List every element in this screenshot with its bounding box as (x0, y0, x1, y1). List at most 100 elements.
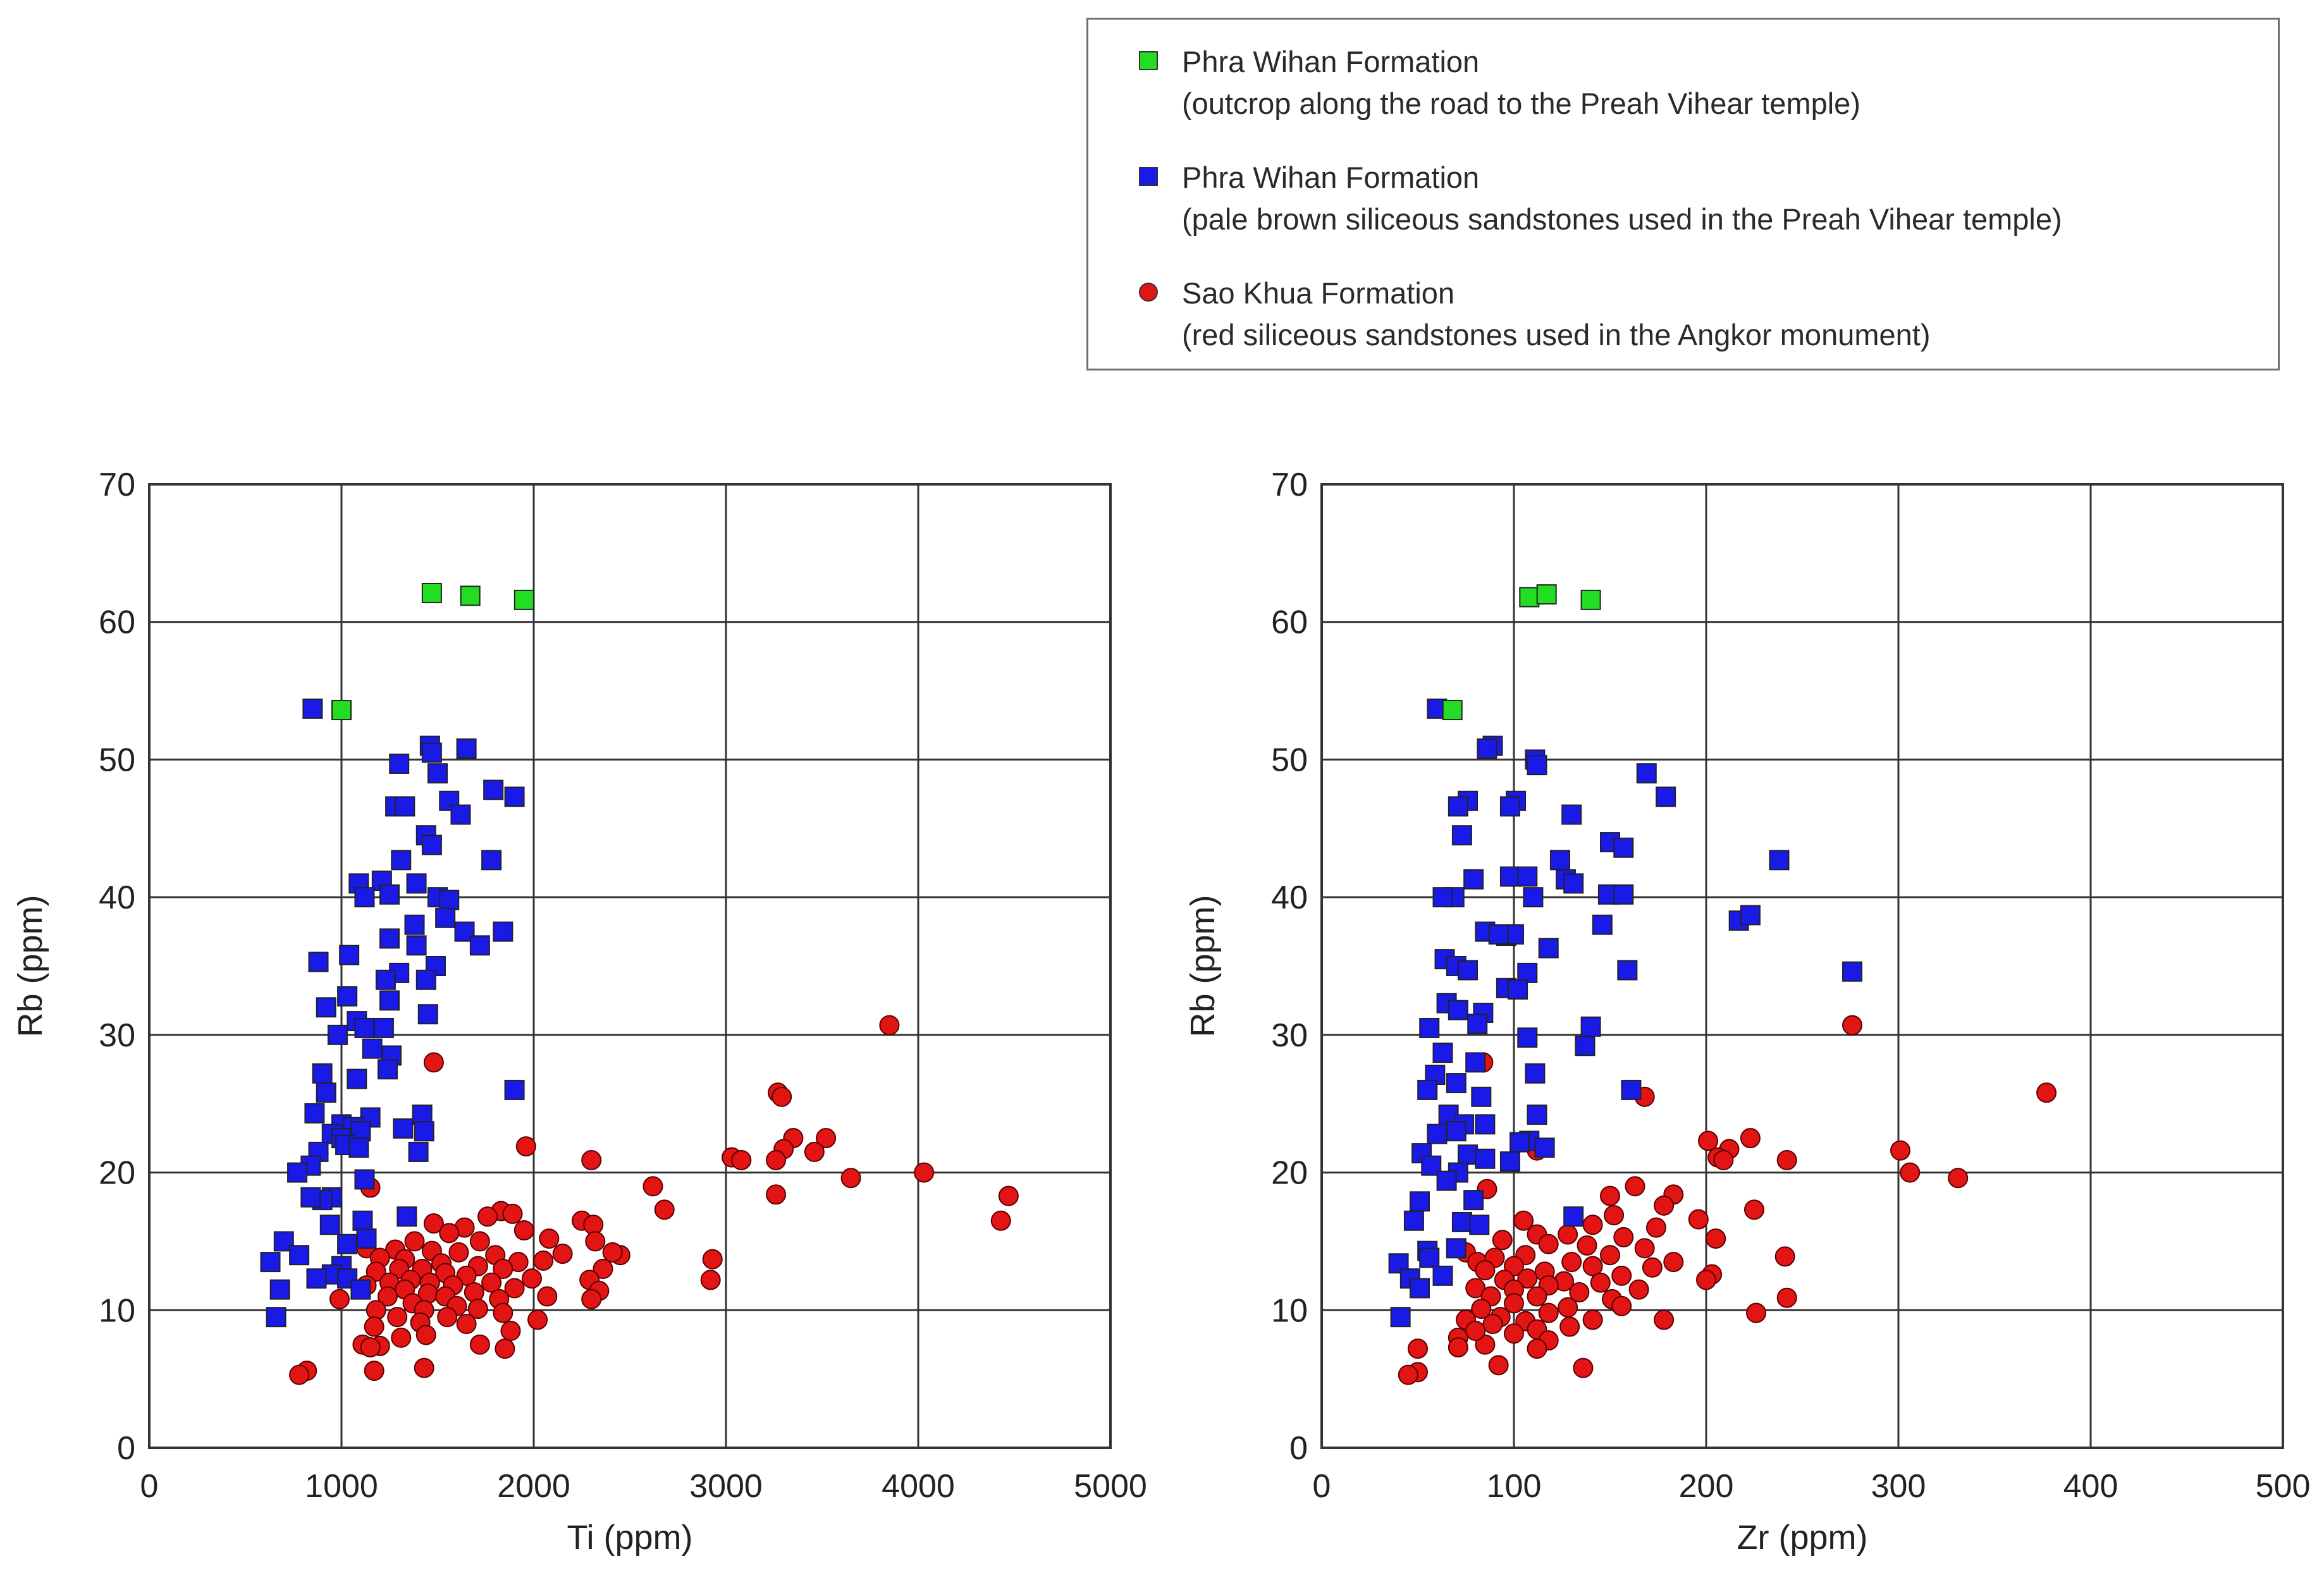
data-point-circle (602, 1242, 623, 1263)
data-point-circle (1475, 1260, 1496, 1281)
data-point-circle (1569, 1282, 1590, 1302)
data-point-square (1617, 960, 1638, 981)
data-point-square (1463, 1190, 1484, 1211)
x-tick-label: 300 (1871, 1468, 1926, 1505)
data-point-square (414, 1121, 434, 1142)
data-point-circle (423, 1213, 444, 1234)
data-point-circle (1663, 1252, 1684, 1273)
data-point-square (393, 1118, 414, 1139)
data-point-circle (1538, 1302, 1559, 1323)
data-point-square (460, 585, 481, 606)
data-point-square (1580, 1016, 1601, 1037)
data-point-square (1527, 1105, 1547, 1125)
data-point-circle (439, 1223, 460, 1244)
data-point-square (1446, 1238, 1466, 1259)
legend-marker-red-circle (1139, 283, 1158, 302)
x-tick-label: 500 (2256, 1468, 2311, 1505)
data-point-square (1488, 924, 1509, 945)
data-point-circle (1408, 1338, 1428, 1359)
data-point-circle (1654, 1309, 1675, 1330)
data-point-circle (456, 1314, 477, 1335)
data-point-circle (1604, 1205, 1625, 1226)
data-point-square (379, 884, 400, 905)
data-point-circle (766, 1149, 787, 1170)
data-point-circle (804, 1141, 825, 1162)
data-point-circle (404, 1231, 425, 1252)
data-point-circle (533, 1250, 554, 1271)
data-point-circle (1776, 1287, 1797, 1308)
x-tick-label: 0 (140, 1468, 159, 1505)
plot-zr: 0 100 200 300 400 500 0 10 20 30 40 50 60 70 Zr (ppm) R… (1184, 467, 2310, 1557)
data-point-circle (1645, 1217, 1666, 1238)
data-point-square (273, 1231, 294, 1252)
x-tick-label: 200 (1679, 1468, 1734, 1505)
legend-series-description: (pale brown siliceous sandstones used in… (1182, 202, 2062, 236)
data-point-circle (415, 1325, 436, 1345)
data-point-square (1527, 755, 1547, 776)
data-point-circle (1577, 1235, 1597, 1256)
y-tick-label: 60 (1271, 604, 1308, 641)
data-point-square (327, 1024, 348, 1045)
legend-entry-outcrop: Phra Wihan Formation (outcrop along the … (1088, 34, 2278, 135)
data-point-circle (1517, 1268, 1538, 1289)
data-point-square (300, 1187, 321, 1208)
data-point-square (347, 1068, 367, 1089)
data-point-square (1499, 796, 1520, 817)
data-point-circle (1613, 1227, 1634, 1247)
data-point-circle (539, 1228, 560, 1249)
data-point-circle (1504, 1293, 1524, 1314)
data-point-square (504, 786, 525, 807)
data-point-square (373, 1017, 394, 1038)
data-point-square (389, 753, 410, 774)
data-point-square (1390, 1307, 1411, 1328)
legend-series-description: (outcrop along the road to the Preah Vih… (1182, 87, 1860, 120)
data-point-square (1519, 587, 1540, 608)
data-point-square (1517, 866, 1538, 887)
data-point-square (504, 1079, 525, 1100)
data-point-circle (1527, 1338, 1547, 1359)
data-point-square (469, 935, 490, 956)
data-point-square (1523, 887, 1544, 908)
data-point-circle (1628, 1279, 1649, 1300)
data-point-circle (1654, 1195, 1675, 1216)
data-point-circle (1398, 1364, 1418, 1385)
y-tick-label: 50 (1271, 742, 1308, 778)
data-point-square (375, 969, 396, 990)
data-point-circle (772, 1086, 792, 1107)
data-point-square (304, 1103, 325, 1123)
data-point-square (421, 742, 442, 763)
data-point-circle (1513, 1210, 1534, 1231)
data-point-square (331, 700, 352, 721)
data-point-square (316, 997, 336, 1018)
data-point-square (439, 890, 460, 910)
data-point-square (1427, 1123, 1448, 1144)
data-point-circle (552, 1244, 573, 1264)
data-point-square (1842, 961, 1863, 982)
data-point-square (302, 698, 323, 719)
data-point-square (1410, 1278, 1430, 1299)
data-point-square (1769, 850, 1790, 871)
data-point-circle (527, 1309, 548, 1330)
data-point-circle (469, 1231, 490, 1252)
data-point-square (513, 589, 534, 610)
data-point-square (1403, 1210, 1424, 1231)
data-point-square (1432, 1265, 1453, 1286)
data-point-square (1432, 1043, 1453, 1063)
data-point-circle (731, 1149, 752, 1170)
data-point-circle (493, 1258, 513, 1279)
data-point-circle (1527, 1286, 1547, 1307)
x-axis-label: Ti (ppm) (567, 1519, 693, 1557)
data-point-circle (1488, 1355, 1509, 1376)
data-point-circle (448, 1242, 469, 1263)
data-point-circle (816, 1128, 837, 1149)
data-point-square (1534, 1137, 1555, 1158)
data-point-square (362, 1038, 383, 1059)
data-point-square (308, 952, 329, 972)
data-point-square (354, 887, 375, 908)
data-point-square (493, 921, 513, 942)
data-point-circle (495, 1338, 515, 1359)
data-point-circle (1611, 1295, 1632, 1316)
data-point-square (421, 582, 442, 603)
data-point-square (1458, 960, 1479, 981)
data-point-square (415, 969, 436, 990)
